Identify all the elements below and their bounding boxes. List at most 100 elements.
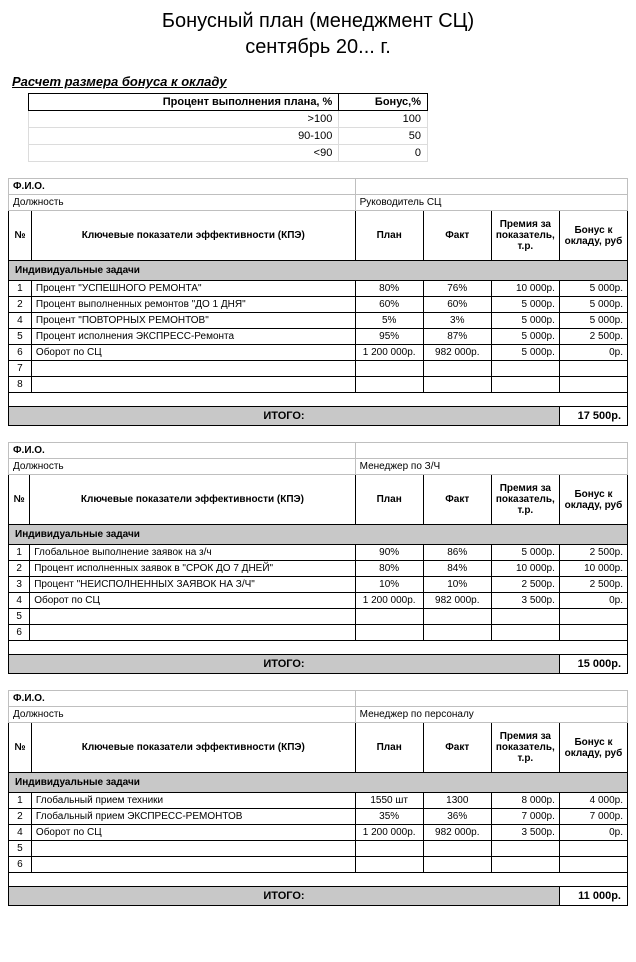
row-num: 1: [9, 545, 30, 561]
doc-title: Бонусный план (менеджмент СЦ) сентябрь 2…: [8, 8, 628, 60]
col-premium: Премия за показатель, т.р.: [491, 475, 559, 525]
row-bonus: 7 000р.: [559, 809, 627, 825]
col-kpi: Ключевые показатели эффективности (КПЭ): [30, 475, 355, 525]
row-premium: 8 000р.: [491, 793, 559, 809]
total-label: ИТОГО:: [9, 887, 560, 906]
position-value: Менеджер по З/Ч: [355, 459, 627, 475]
row-fact: 87%: [423, 329, 491, 345]
fio-label: Ф.И.О.: [9, 179, 356, 195]
ind-tasks-header: Индивидуальные задачи: [9, 525, 628, 545]
row-premium: 10 000р.: [491, 561, 559, 577]
row-bonus: 5 000р.: [559, 281, 627, 297]
background-grid: Расчет размера бонуса к окладу Процент в…: [8, 70, 628, 162]
row-plan: 1 200 000р.: [355, 593, 423, 609]
title-line-1: Бонусный план (менеджмент СЦ): [8, 8, 628, 34]
col-plan: План: [355, 211, 423, 261]
calc-table: Процент выполнения плана, % Бонус,% >100…: [28, 93, 428, 162]
row-premium: 3 500р.: [491, 825, 559, 841]
row-num: 3: [9, 577, 30, 593]
row-plan: 80%: [355, 281, 423, 297]
position-label: Должность: [9, 459, 356, 475]
calc-section-title: Расчет размера бонуса к окладу: [8, 70, 628, 93]
ind-tasks-header: Индивидуальные задачи: [9, 261, 628, 281]
row-fact: 982 000р.: [423, 825, 491, 841]
row-premium: 5 000р.: [491, 297, 559, 313]
total-label: ИТОГО:: [9, 407, 560, 426]
row-num: 4: [9, 593, 30, 609]
calc-cell: >100: [29, 111, 339, 128]
row-plan: 60%: [355, 297, 423, 313]
row-num: 5: [9, 609, 30, 625]
row-kpi: Процент исполнения ЭКСПРЕСС-Ремонта: [31, 329, 355, 345]
row-plan: 10%: [355, 577, 423, 593]
ind-tasks-header: Индивидуальные задачи: [9, 773, 628, 793]
calc-cell: 100: [339, 111, 428, 128]
row-premium: 5 000р.: [491, 345, 559, 361]
row-fact: 36%: [423, 809, 491, 825]
fio-label: Ф.И.О.: [9, 443, 356, 459]
position-label: Должность: [9, 195, 356, 211]
title-line-2: сентябрь 20... г.: [8, 34, 628, 60]
row-bonus: 2 500р.: [559, 545, 627, 561]
row-num: 2: [9, 561, 30, 577]
row-kpi: Процент "ПОВТОРНЫХ РЕМОНТОВ": [31, 313, 355, 329]
row-num: 6: [9, 345, 32, 361]
row-fact: 76%: [423, 281, 491, 297]
row-num: 2: [9, 297, 32, 313]
row-fact: 982 000р.: [423, 345, 491, 361]
col-num: №: [9, 211, 32, 261]
col-premium: Премия за показатель, т.р.: [491, 723, 559, 773]
col-fact: Факт: [423, 723, 491, 773]
calc-cell: 90-100: [29, 128, 339, 145]
row-bonus: 5 000р.: [559, 313, 627, 329]
row-kpi: Процент "НЕИСПОЛНЕННЫХ ЗАЯВОК НА З/Ч": [30, 577, 355, 593]
row-num: 1: [9, 793, 32, 809]
row-num: 4: [9, 313, 32, 329]
row-plan: 35%: [355, 809, 423, 825]
row-kpi: Процент "УСПЕШНОГО РЕМОНТА": [31, 281, 355, 297]
row-kpi: Оборот по СЦ: [30, 593, 355, 609]
total-value: 15 000р.: [559, 655, 627, 674]
position-value: Руководитель СЦ: [355, 195, 627, 211]
row-plan: 5%: [355, 313, 423, 329]
row-bonus: 0р.: [559, 345, 627, 361]
calc-cell: 50: [339, 128, 428, 145]
col-num: №: [9, 723, 32, 773]
row-num: 4: [9, 825, 32, 841]
row-bonus: 2 500р.: [559, 577, 627, 593]
calc-header-bonus: Бонус,%: [339, 94, 428, 111]
col-bonus: Бонус к окладу, руб: [559, 475, 627, 525]
col-kpi: Ключевые показатели эффективности (КПЭ): [31, 211, 355, 261]
total-value: 11 000р.: [559, 887, 627, 906]
row-bonus: 0р.: [559, 825, 627, 841]
row-fact: 982 000р.: [423, 593, 491, 609]
col-bonus: Бонус к окладу, руб: [559, 211, 627, 261]
row-plan: 95%: [355, 329, 423, 345]
row-plan: 1 200 000р.: [355, 825, 423, 841]
position-value: Менеджер по персоналу: [355, 707, 627, 723]
row-num: 5: [9, 329, 32, 345]
calc-cell: 0: [339, 145, 428, 162]
row-num: 6: [9, 625, 30, 641]
row-bonus: 5 000р.: [559, 297, 627, 313]
row-num: 6: [9, 857, 32, 873]
row-bonus: 10 000р.: [559, 561, 627, 577]
col-fact: Факт: [423, 211, 491, 261]
calc-cell: <90: [29, 145, 339, 162]
row-kpi: Процент исполненных заявок в "СРОК ДО 7 …: [30, 561, 355, 577]
row-plan: 80%: [355, 561, 423, 577]
position-label: Должность: [9, 707, 356, 723]
row-kpi: Процент выполненных ремонтов "ДО 1 ДНЯ": [31, 297, 355, 313]
col-plan: План: [355, 723, 423, 773]
row-num: 2: [9, 809, 32, 825]
col-plan: План: [355, 475, 423, 525]
col-premium: Премия за показатель, т.р.: [491, 211, 559, 261]
row-fact: 10%: [423, 577, 491, 593]
row-plan: 1 200 000р.: [355, 345, 423, 361]
row-kpi: Глобальное выполнение заявок на з/ч: [30, 545, 355, 561]
row-fact: 86%: [423, 545, 491, 561]
row-premium: 3 500р.: [491, 593, 559, 609]
row-premium: 10 000р.: [491, 281, 559, 297]
row-premium: 7 000р.: [491, 809, 559, 825]
row-num: 8: [9, 377, 32, 393]
